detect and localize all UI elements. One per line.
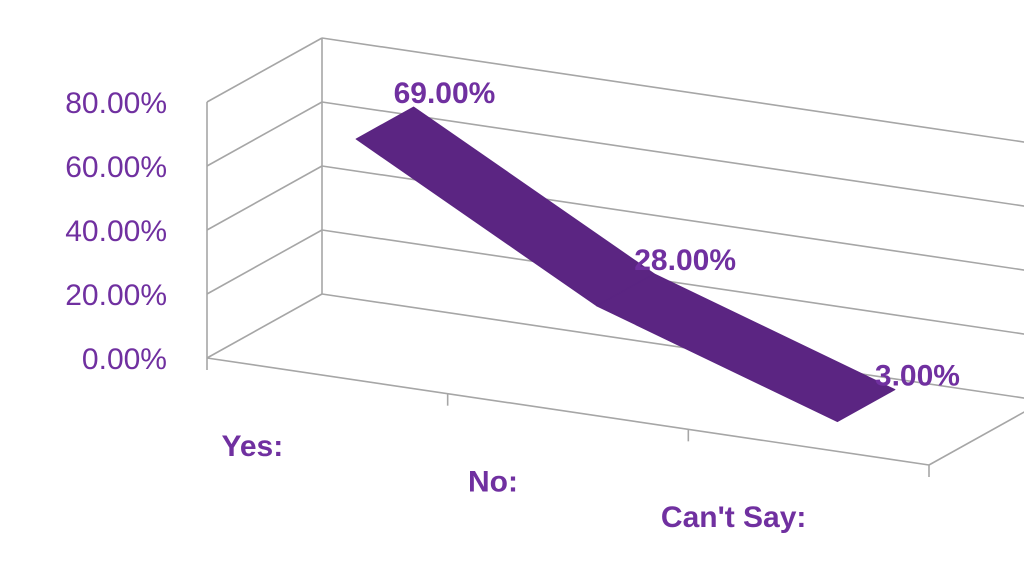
side-wall-gridline (206, 293, 323, 359)
y-axis-tick-labels: 0.00% 20.00% 40.00% 60.00% 80.00% (65, 87, 167, 376)
series-segment (355, 106, 655, 307)
series-segment (596, 273, 896, 423)
y-tick-label: 40.00% (65, 215, 167, 248)
x-tick-label-cant-say: Can't Say: (661, 501, 807, 534)
side-wall-gridline (206, 101, 323, 167)
y-tick-label: 80.00% (65, 87, 167, 120)
data-label-yes: 69.00% (394, 77, 496, 110)
back-wall-gridline (321, 101, 1024, 207)
y-tick-label: 60.00% (65, 151, 167, 184)
side-wall-gridline (206, 229, 323, 295)
y-tick-label: 20.00% (65, 279, 167, 312)
x-tick-label-yes: Yes: (221, 430, 283, 463)
x-tick-label-no: No: (468, 466, 518, 499)
data-labels: 69.00% 28.00% 3.00% (394, 77, 960, 393)
back-wall-gridline (321, 229, 1024, 335)
x-axis-tick-labels: Yes: No: Can't Say: (221, 430, 806, 534)
data-label-no: 28.00% (634, 244, 736, 277)
data-label-cant-say: 3.00% (875, 360, 960, 393)
floor-right-edge (928, 411, 1024, 466)
floor-front-edge (206, 357, 930, 466)
y-tick-label: 0.00% (82, 343, 167, 376)
back-wall-gridline (321, 37, 1024, 143)
side-wall-gridline (206, 165, 323, 231)
series-ribbon (355, 106, 896, 423)
side-wall-gridline (206, 37, 323, 103)
